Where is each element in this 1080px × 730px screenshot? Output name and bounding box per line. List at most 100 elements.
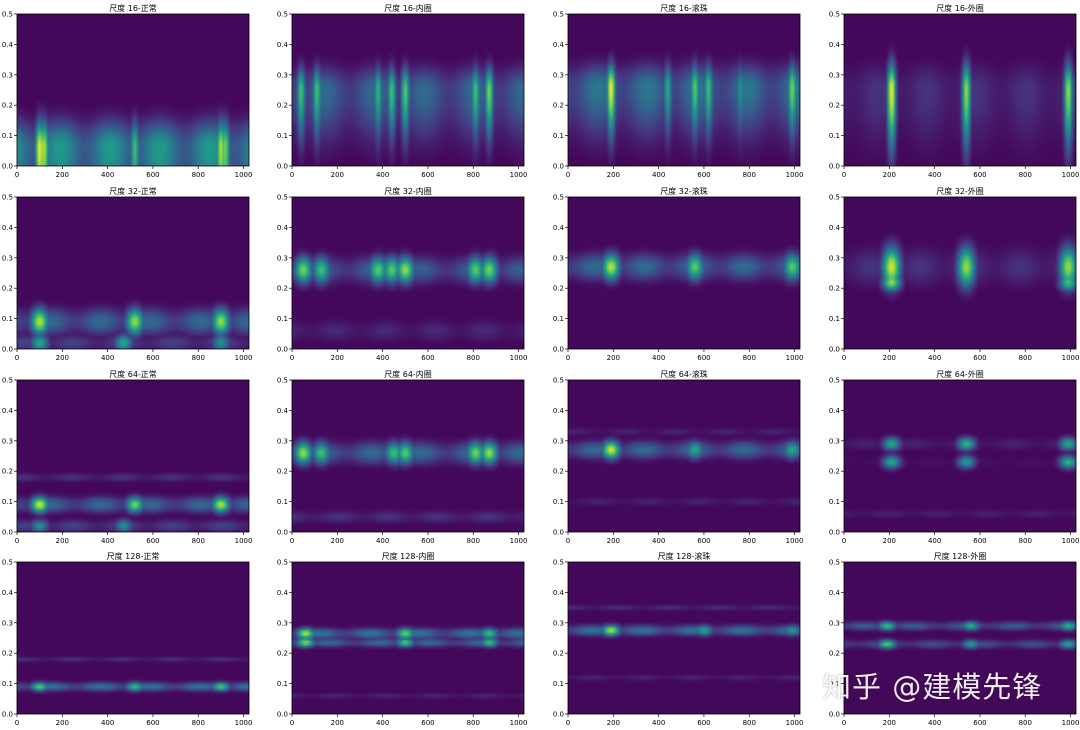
plot-frame [291,196,525,350]
heatmap-image [292,14,524,166]
plot-frame [567,561,801,715]
y-tick-label: 0.1 [829,498,840,506]
x-tick-label: 1000 [786,354,804,362]
y-tick-label: 0.2 [553,102,564,110]
subplot-title: 尺度 64-外圈 [936,369,984,379]
subplot-15: 尺度 128-滚珠 0 200 400 600 800 1000 0.0 0.1 0.2 0.3 0.… [553,551,804,727]
y-tick-label: 0.0 [553,346,564,354]
y-tick-label: 0.4 [277,407,289,415]
y-tick-label: 0.5 [829,11,840,19]
y-tick-label: 0.5 [2,559,13,567]
x-tick-label: 200 [331,537,344,545]
y-tick-label: 0.2 [553,285,564,293]
y-tick-label: 0.5 [277,559,288,567]
y-tick-label: 0.4 [829,41,841,49]
x-tick-label: 200 [883,354,896,362]
heatmap-image [568,380,800,532]
heatmap-image [568,197,800,349]
x-tick-label: 600 [421,354,434,362]
subplot-title: 尺度 32-内圈 [384,186,432,196]
subplot-4: 尺度 16-外圈 0 200 400 600 800 1000 0.0 0.1 0.2 0.3 0.4… [829,3,1080,179]
x-tick-label: 800 [743,354,756,362]
y-tick-label: 0.0 [829,711,840,719]
heatmap-image [17,380,249,532]
y-tick-label: 0.5 [277,194,288,202]
subplot-5: 尺度 32-正常 0 200 400 600 800 1000 0.0 0.1 0.2 0.3 0.4… [2,186,253,362]
y-tick-label: 0.2 [829,650,840,658]
y-tick-label: 0.1 [2,498,13,506]
y-tick-label: 0.1 [553,315,564,323]
y-tick-label: 0.5 [829,377,840,385]
subplot-13: 尺度 128-正常 0 200 400 600 800 1000 0.0 0.1 0.2 0.3 0.… [2,551,253,727]
x-tick-label: 400 [652,719,665,727]
x-tick-label: 600 [146,354,159,362]
subplot-title: 尺度 16-滚珠 [660,3,708,13]
y-tick-label: 0.0 [2,346,13,354]
y-tick-label: 0.2 [277,468,288,476]
subplot-title: 尺度 32-外圈 [936,186,984,196]
plot-frame [843,13,1077,167]
plot-frame [16,196,250,350]
x-tick-label: 0 [15,719,19,727]
x-tick-label: 0 [842,171,846,179]
x-tick-label: 400 [928,537,941,545]
subplot-14: 尺度 128-内圈 0 200 400 600 800 1000 0.0 0.1 0.2 0.3 0.… [277,551,528,727]
x-tick-label: 0 [290,719,294,727]
y-tick-label: 0.4 [2,407,14,415]
x-tick-label: 600 [697,537,710,545]
x-tick-label: 400 [101,171,114,179]
x-tick-label: 0 [290,537,294,545]
x-tick-label: 0 [15,354,19,362]
heatmap-image [292,197,524,349]
y-tick-label: 0.2 [277,650,288,658]
x-tick-label: 600 [421,537,434,545]
y-tick-label: 0.5 [553,11,564,19]
subplot-2: 尺度 16-内圈 0 200 400 600 800 1000 0.0 0.1 0.2 0.3 0.4… [277,3,528,179]
x-tick-label: 400 [101,354,114,362]
x-tick-label: 0 [842,719,846,727]
subplot-title: 尺度 128-外圈 [934,551,987,561]
plot-frame [291,561,525,715]
x-tick-label: 600 [146,171,159,179]
y-tick-label: 0.2 [829,102,840,110]
y-tick-label: 0.5 [2,377,13,385]
x-tick-label: 600 [146,719,159,727]
heatmap-image [844,197,1076,349]
y-tick-label: 0.2 [2,468,13,476]
x-tick-label: 200 [883,171,896,179]
subplot-title: 尺度 16-正常 [109,3,157,13]
y-tick-label: 0.3 [2,619,13,627]
x-tick-label: 1000 [1062,171,1080,179]
y-tick-label: 0.5 [553,377,564,385]
y-tick-label: 0.1 [553,680,564,688]
x-tick-label: 0 [566,354,570,362]
y-tick-label: 0.3 [829,619,840,627]
x-tick-label: 400 [652,171,665,179]
x-tick-label: 400 [928,354,941,362]
y-tick-label: 0.0 [2,529,13,537]
x-tick-label: 200 [331,719,344,727]
x-tick-label: 800 [467,354,480,362]
subplot-1: 尺度 16-正常 0 200 400 600 800 1000 0.0 0.1 0.2 0.3 0.4… [2,3,253,179]
x-tick-label: 600 [973,354,986,362]
y-tick-label: 0.2 [829,468,840,476]
x-tick-label: 400 [652,354,665,362]
y-tick-label: 0.5 [553,194,564,202]
x-tick-label: 0 [15,537,19,545]
y-tick-label: 0.5 [553,559,564,567]
y-tick-label: 0.3 [277,619,288,627]
x-tick-label: 600 [146,537,159,545]
subplot-7: 尺度 32-滚珠 0 200 400 600 800 1000 0.0 0.1 0.2 0.3 0.4… [553,186,804,362]
x-tick-label: 400 [928,171,941,179]
subplot-title: 尺度 64-滚珠 [660,369,708,379]
subplot-title: 尺度 64-正常 [109,369,157,379]
y-tick-label: 0.1 [277,498,288,506]
y-tick-label: 0.0 [277,163,288,171]
x-tick-label: 600 [421,171,434,179]
y-tick-label: 0.0 [553,163,564,171]
x-tick-label: 1000 [510,537,528,545]
x-tick-label: 1000 [510,171,528,179]
y-tick-label: 0.5 [829,194,840,202]
x-tick-label: 600 [973,719,986,727]
